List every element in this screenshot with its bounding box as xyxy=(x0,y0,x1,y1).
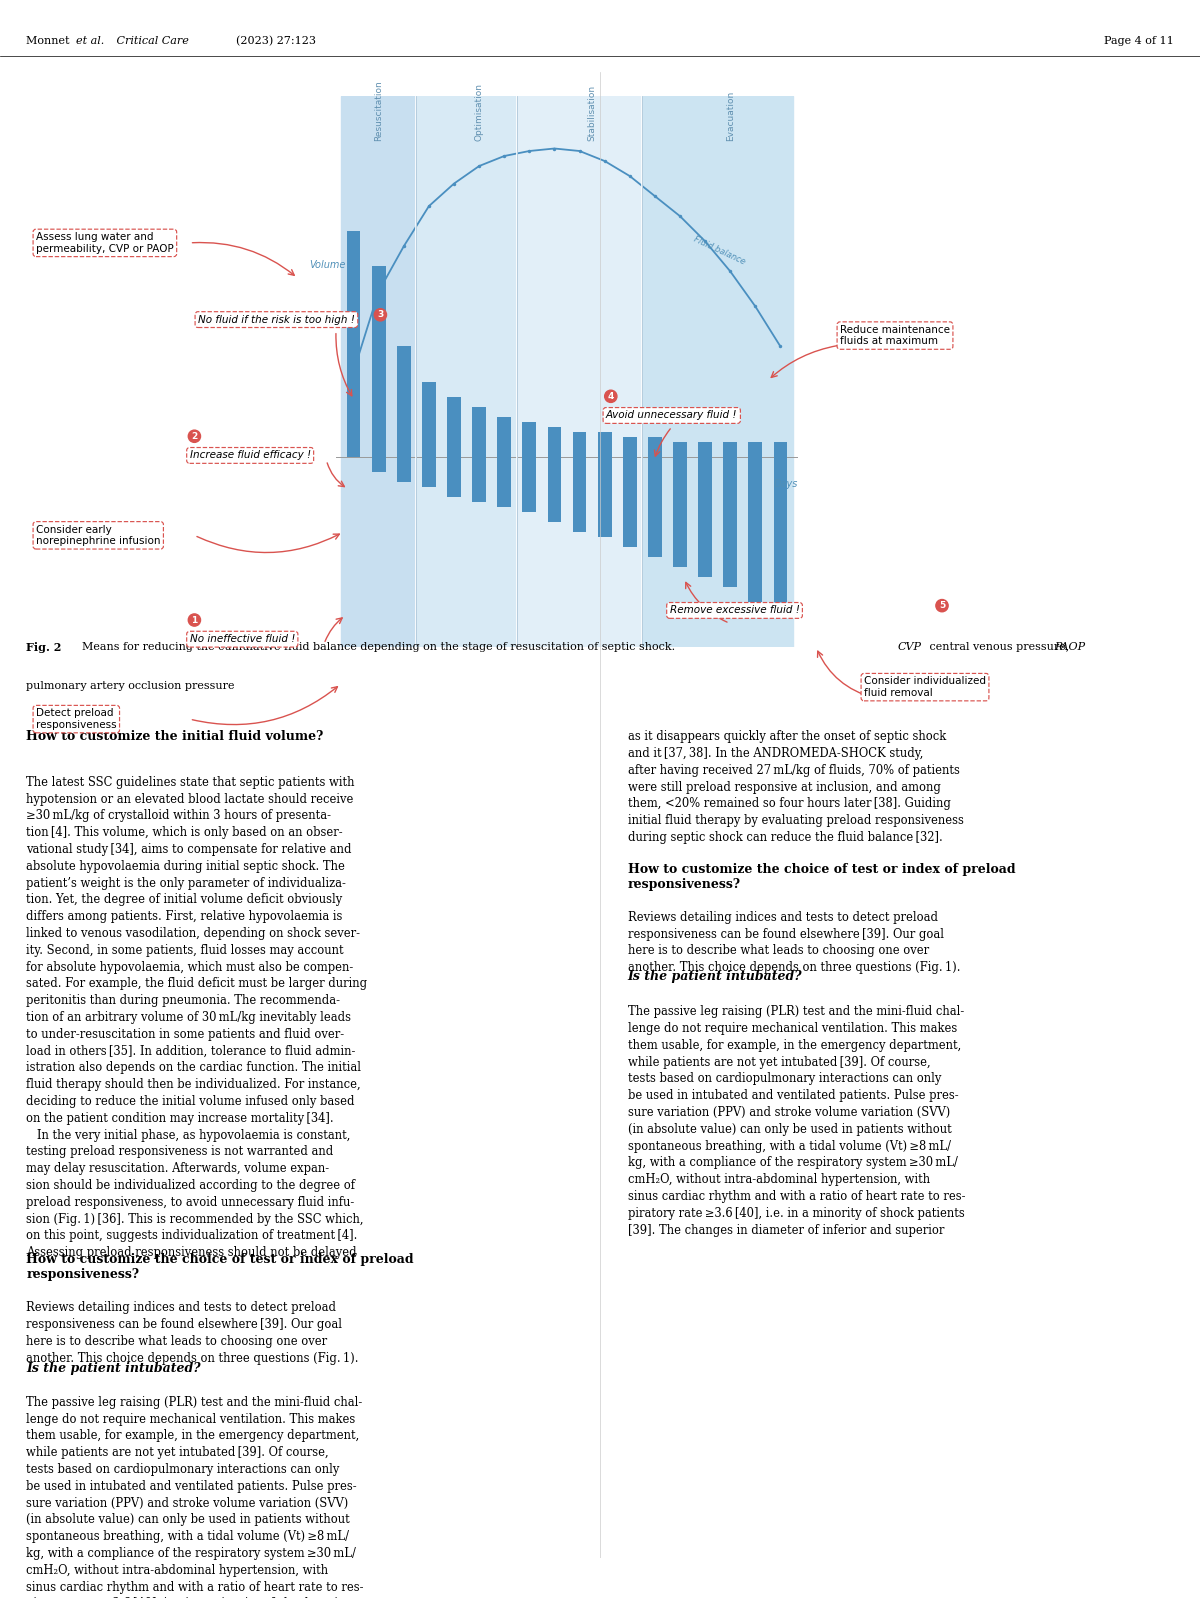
Bar xyxy=(673,441,686,457)
Bar xyxy=(749,441,762,457)
Bar xyxy=(572,431,587,457)
Bar xyxy=(698,441,712,457)
Text: Fig. 2: Fig. 2 xyxy=(26,642,61,654)
Bar xyxy=(372,457,385,471)
Text: Means for reducing the cumulative fluid balance depending on the stage of resusc: Means for reducing the cumulative fluid … xyxy=(74,642,678,652)
Bar xyxy=(473,406,486,457)
Bar xyxy=(642,96,793,647)
Bar xyxy=(397,347,410,457)
Text: Resuscitation: Resuscitation xyxy=(374,80,383,141)
Text: Stabilisation: Stabilisation xyxy=(588,85,596,141)
Bar xyxy=(648,436,661,457)
Bar xyxy=(347,232,360,457)
Text: Consider individualized
fluid removal: Consider individualized fluid removal xyxy=(864,676,986,698)
Bar xyxy=(623,436,637,457)
Bar xyxy=(774,441,787,457)
Bar xyxy=(522,457,536,511)
Text: Increase fluid efficacy !: Increase fluid efficacy ! xyxy=(190,451,311,460)
Bar xyxy=(473,457,486,502)
Bar xyxy=(572,457,587,532)
Bar xyxy=(448,396,461,457)
Text: CVP: CVP xyxy=(898,642,922,652)
Text: (2023) 27:123: (2023) 27:123 xyxy=(222,35,316,46)
Bar xyxy=(774,457,787,617)
Text: Is the patient intubated?: Is the patient intubated? xyxy=(26,1361,202,1374)
Text: Days: Days xyxy=(774,479,798,489)
Text: Page 4 of 11: Page 4 of 11 xyxy=(1104,35,1174,46)
Text: Reduce maintenance
fluids at maximum: Reduce maintenance fluids at maximum xyxy=(840,324,950,347)
Bar xyxy=(724,441,737,457)
Text: How to customize the choice of test or index of preload
responsiveness?: How to customize the choice of test or i… xyxy=(26,1253,414,1282)
Text: The latest SSC guidelines state that septic patients with
hypotension or an elev: The latest SSC guidelines state that sep… xyxy=(26,775,367,1259)
Text: Reviews detailing indices and tests to detect preload
responsiveness can be foun: Reviews detailing indices and tests to d… xyxy=(628,911,960,975)
Bar xyxy=(547,427,562,457)
Text: Monnet: Monnet xyxy=(26,35,73,46)
Text: 5: 5 xyxy=(938,601,946,610)
Text: as it disappears quickly after the onset of septic shock
and it [37, 38]. In the: as it disappears quickly after the onset… xyxy=(628,730,964,844)
Bar xyxy=(448,457,461,497)
Bar xyxy=(673,457,686,567)
Bar xyxy=(497,417,511,457)
Bar xyxy=(422,382,436,457)
Bar xyxy=(522,422,536,457)
Text: Optimisation: Optimisation xyxy=(475,83,484,141)
Bar xyxy=(397,457,410,483)
Text: Assess lung water and
permeability, CVP or PAOP: Assess lung water and permeability, CVP … xyxy=(36,232,174,254)
Text: et al.: et al. xyxy=(76,35,104,46)
Text: Critical Care: Critical Care xyxy=(113,35,188,46)
Bar xyxy=(623,457,637,547)
Text: Volume: Volume xyxy=(310,260,346,270)
Text: Detect preload
responsiveness: Detect preload responsiveness xyxy=(36,708,116,730)
Text: pulmonary artery occlusion pressure: pulmonary artery occlusion pressure xyxy=(26,681,235,690)
Text: The passive leg raising (PLR) test and the mini-fluid chal-
lenge do not require: The passive leg raising (PLR) test and t… xyxy=(628,1005,965,1237)
Text: PAOP: PAOP xyxy=(1054,642,1085,652)
Text: Fluid balance: Fluid balance xyxy=(692,235,746,267)
Bar xyxy=(698,457,712,577)
Bar xyxy=(749,457,762,602)
Text: Reviews detailing indices and tests to detect preload
responsiveness can be foun: Reviews detailing indices and tests to d… xyxy=(26,1301,359,1365)
Text: Consider early
norepinephrine infusion: Consider early norepinephrine infusion xyxy=(36,524,161,547)
Bar xyxy=(416,96,517,647)
Text: 3: 3 xyxy=(377,310,384,320)
Bar xyxy=(648,457,661,558)
Bar xyxy=(724,457,737,586)
Text: Is the patient intubated?: Is the patient intubated? xyxy=(628,970,803,983)
Bar xyxy=(517,96,642,647)
Text: Evacuation: Evacuation xyxy=(726,91,734,141)
Bar xyxy=(497,457,511,507)
Text: 2: 2 xyxy=(191,431,198,441)
Bar xyxy=(372,267,385,457)
Text: 1: 1 xyxy=(191,615,198,625)
Text: 4: 4 xyxy=(607,392,614,401)
Bar xyxy=(341,96,416,647)
Text: How to customize the choice of test or index of preload
responsiveness?: How to customize the choice of test or i… xyxy=(628,863,1015,890)
Text: How to customize the initial fluid volume?: How to customize the initial fluid volum… xyxy=(26,730,324,743)
Text: The passive leg raising (PLR) test and the mini-fluid chal-
lenge do not require: The passive leg raising (PLR) test and t… xyxy=(26,1395,364,1598)
Text: Avoid unnecessary fluid !: Avoid unnecessary fluid ! xyxy=(606,411,738,420)
Text: central venous pressure,: central venous pressure, xyxy=(926,642,1073,652)
Text: No fluid if the risk is too high !: No fluid if the risk is too high ! xyxy=(198,315,355,324)
Text: No ineffective fluid !: No ineffective fluid ! xyxy=(190,634,295,644)
Bar xyxy=(547,457,562,523)
Bar xyxy=(422,457,436,487)
Bar xyxy=(598,431,612,457)
Text: Remove excessive fluid !: Remove excessive fluid ! xyxy=(670,606,799,615)
Bar xyxy=(598,457,612,537)
